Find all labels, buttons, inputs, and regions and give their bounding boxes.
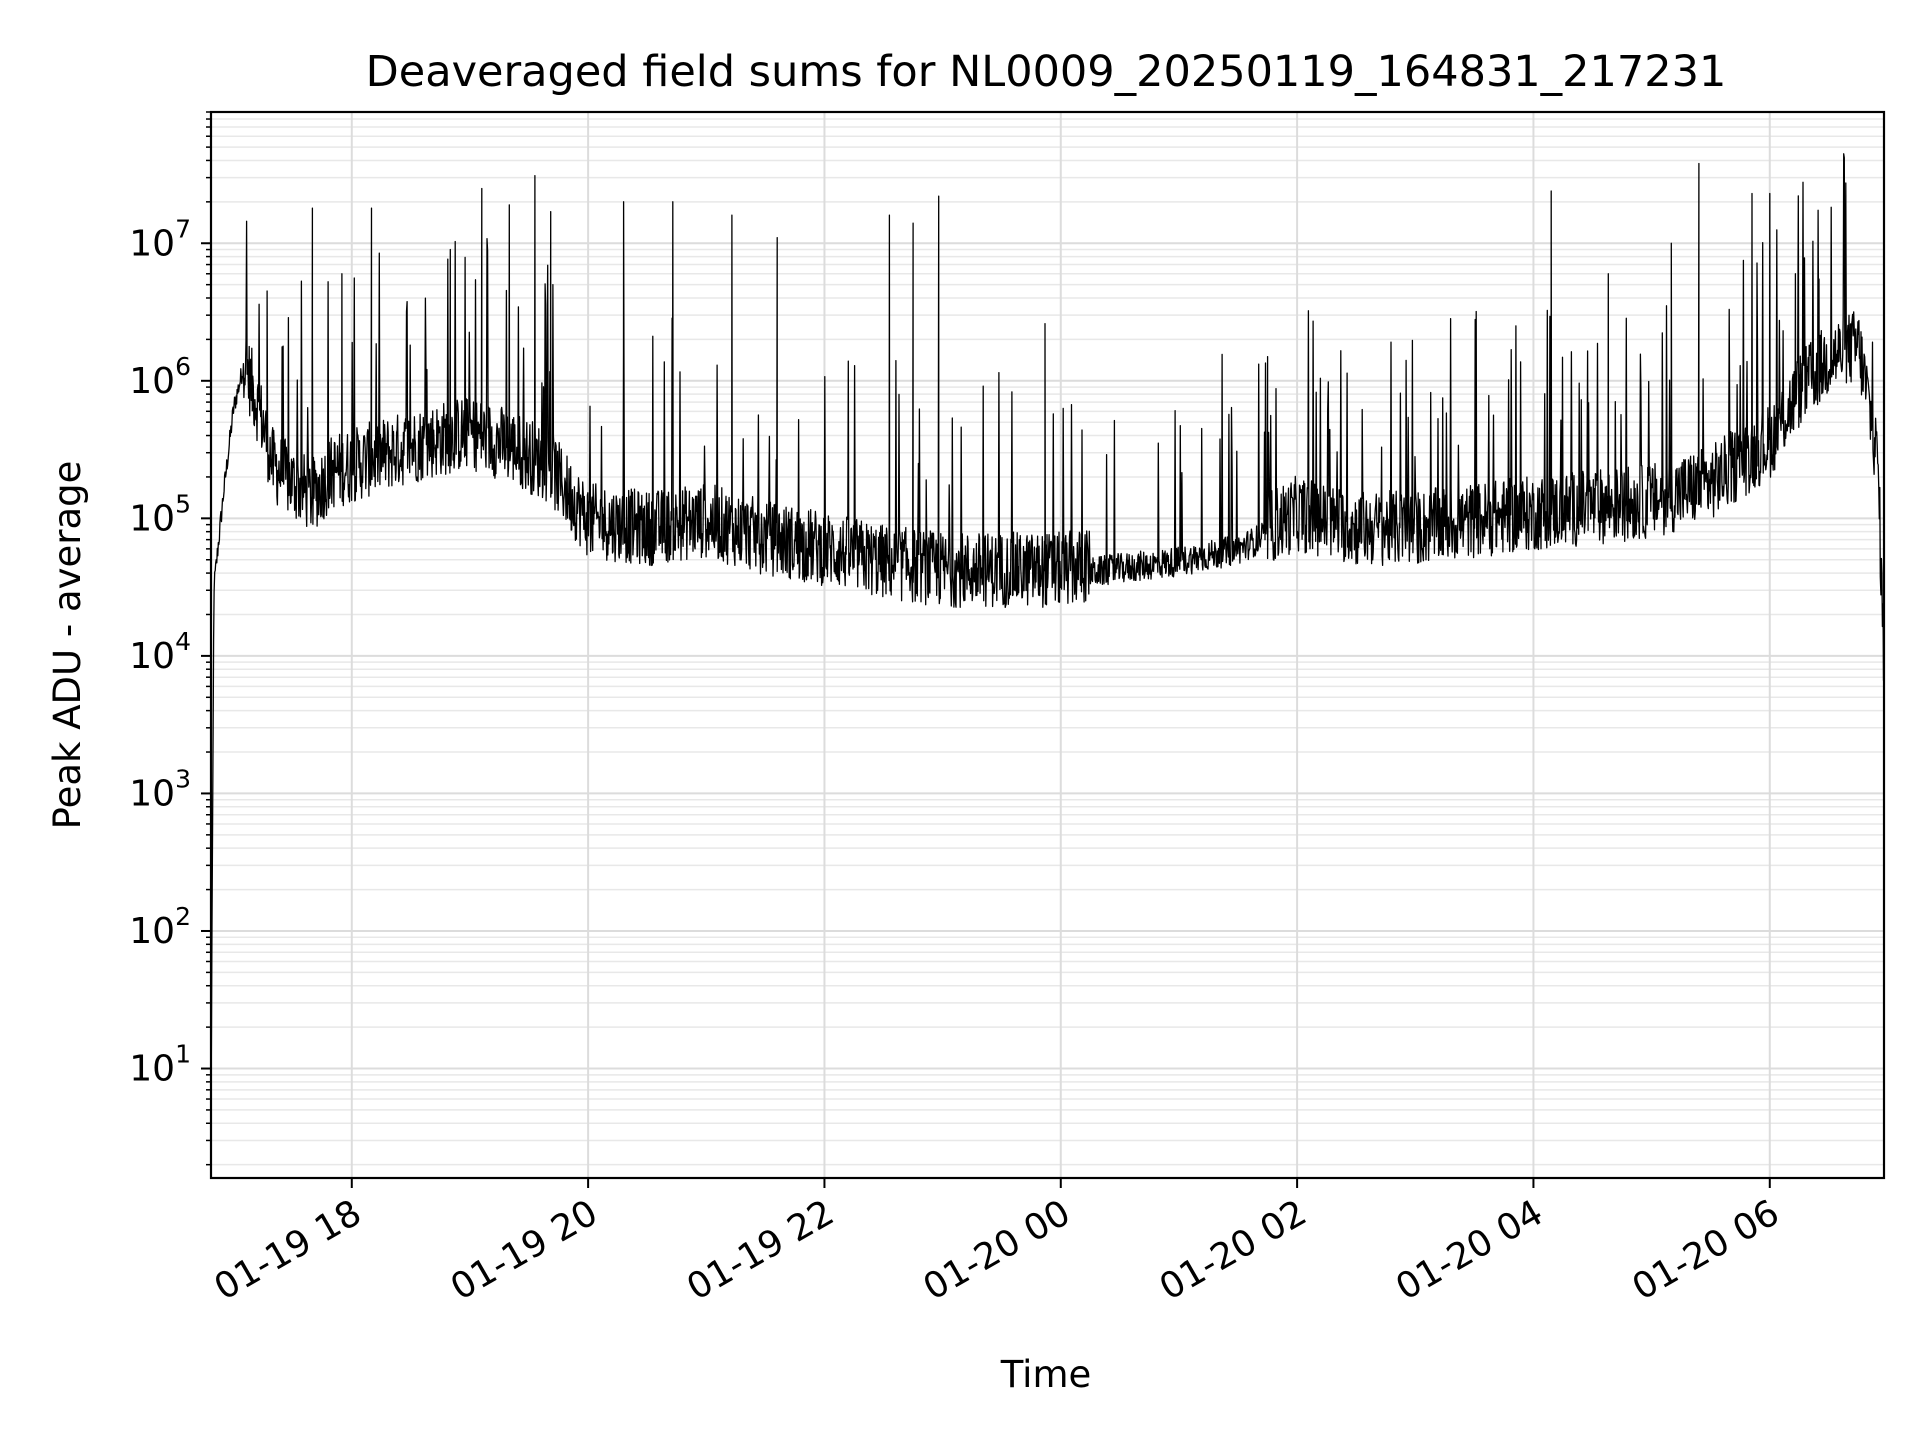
chart-title: Deaveraged field sums for NL0009_2025011… [366,47,1727,97]
y-axis: 101 102 103 104 105 106 107 [129,111,211,1166]
plot-area [211,153,1884,1118]
y-tick-label: 105 [129,489,191,539]
series-line [211,153,1884,1118]
y-tick-label: 103 [129,764,191,814]
y-tick-label: 106 [129,352,191,402]
x-axis-label: Time [1000,1353,1092,1396]
y-tick-label: 104 [129,627,191,677]
plot-frame [209,110,1886,1180]
y-tick-label: 101 [129,1040,191,1090]
y-tick-label: 102 [129,902,191,952]
y-tick-label: 107 [129,214,191,264]
y-axis-label: Peak ADU - average [46,461,89,830]
